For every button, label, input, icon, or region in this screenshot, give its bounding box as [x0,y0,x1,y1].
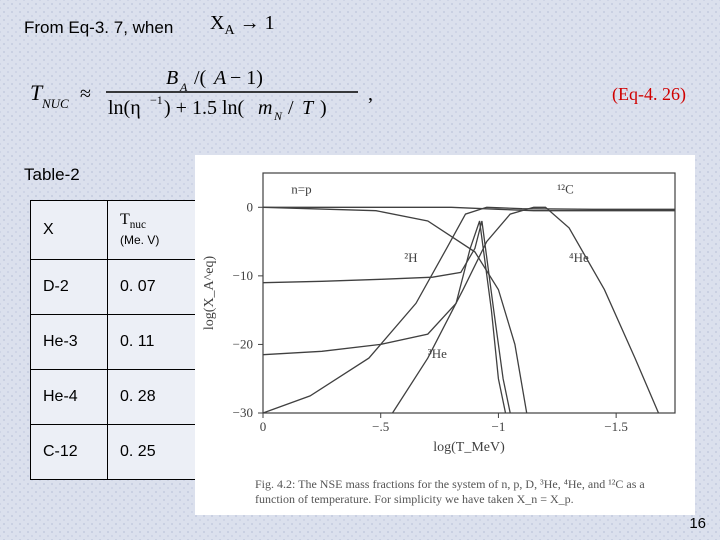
svg-text:≈: ≈ [80,83,91,105]
svg-text:−1: −1 [150,93,163,107]
cell-species: C-12 [31,425,108,480]
cell-species: He-3 [31,315,108,370]
svg-text:⁴He: ⁴He [569,250,589,265]
table-row: C-12 0. 25 [31,425,203,480]
cell-tnuc: 0. 28 [108,370,203,425]
col-x: X [31,201,108,260]
table-header-row: X Tnuc (Me. V) [31,201,203,260]
tnuc-table: X Tnuc (Me. V) D-2 0. 07 He-3 0. 11 He-4… [30,200,203,480]
caption-body: The NSE mass fractions for the system of… [255,477,645,506]
svg-text:0: 0 [247,199,254,214]
cell-tnuc: 0. 07 [108,260,203,315]
svg-text:): ) [320,97,327,119]
svg-text:−30: −30 [233,405,253,420]
svg-text:−.5: −.5 [372,419,389,434]
svg-text:−1.5: −1.5 [604,419,628,434]
svg-text:) + 1.5 ln(: ) + 1.5 ln( [164,97,244,119]
table-row: D-2 0. 07 [31,260,203,315]
svg-text:T: T [302,97,315,119]
svg-text:¹²C: ¹²C [557,182,573,197]
svg-text:log(T_MeV): log(T_MeV) [433,440,505,455]
nse-chart: 0 −.5 −1 −1.5 0 −10 −20 −30 log(T_MeV) log(X_A^eq… [195,155,695,465]
page-number: 16 [689,515,706,532]
svg-text:n=p: n=p [291,182,311,197]
from-eq-text: From Eq-3. 7, when [24,18,173,38]
svg-text:N: N [273,109,283,123]
svg-text:−20: −20 [233,336,253,351]
cell-tnuc: 0. 25 [108,425,203,480]
svg-text:m: m [258,97,272,119]
svg-text:²H: ²H [404,250,417,265]
svg-text:A: A [212,67,227,89]
xa-condition: XA → 1 [210,12,275,39]
svg-text:/: / [288,97,294,119]
col-tnuc: Tnuc (Me. V) [108,201,203,260]
cell-tnuc: 0. 11 [108,315,203,370]
svg-text:−10: −10 [233,268,253,283]
cell-species: He-4 [31,370,108,425]
svg-text:,: , [368,83,373,105]
table-label: Table-2 [24,165,80,185]
caption-prefix: Fig. 4.2: [255,477,295,491]
svg-text:0: 0 [260,419,267,434]
cell-species: D-2 [31,260,108,315]
equation-svg: T NUC ≈ B A /( A − 1) ln(η −1 ) + 1.5 ln… [24,60,504,130]
equation-label: (Eq-4. 26) [612,84,686,105]
svg-text:B: B [166,67,178,89]
equation-row: T NUC ≈ B A /( A − 1) ln(η −1 ) + 1.5 ln… [24,60,696,130]
table-row: He-4 0. 28 [31,370,203,425]
table-row: He-3 0. 11 [31,315,203,370]
svg-text:− 1): − 1) [230,67,263,89]
nse-figure: 0 −.5 −1 −1.5 0 −10 −20 −30 log(T_MeV) log(X_A^eq… [195,155,695,515]
svg-text:ln(η: ln(η [108,97,141,119]
svg-text:/(: /( [194,67,207,89]
svg-text:NUC: NUC [41,96,69,111]
svg-text:log(X_A^eq): log(X_A^eq) [202,256,217,331]
svg-text:³He: ³He [428,346,447,361]
svg-text:−1: −1 [492,419,506,434]
figure-caption: Fig. 4.2: The NSE mass fractions for the… [255,477,683,507]
